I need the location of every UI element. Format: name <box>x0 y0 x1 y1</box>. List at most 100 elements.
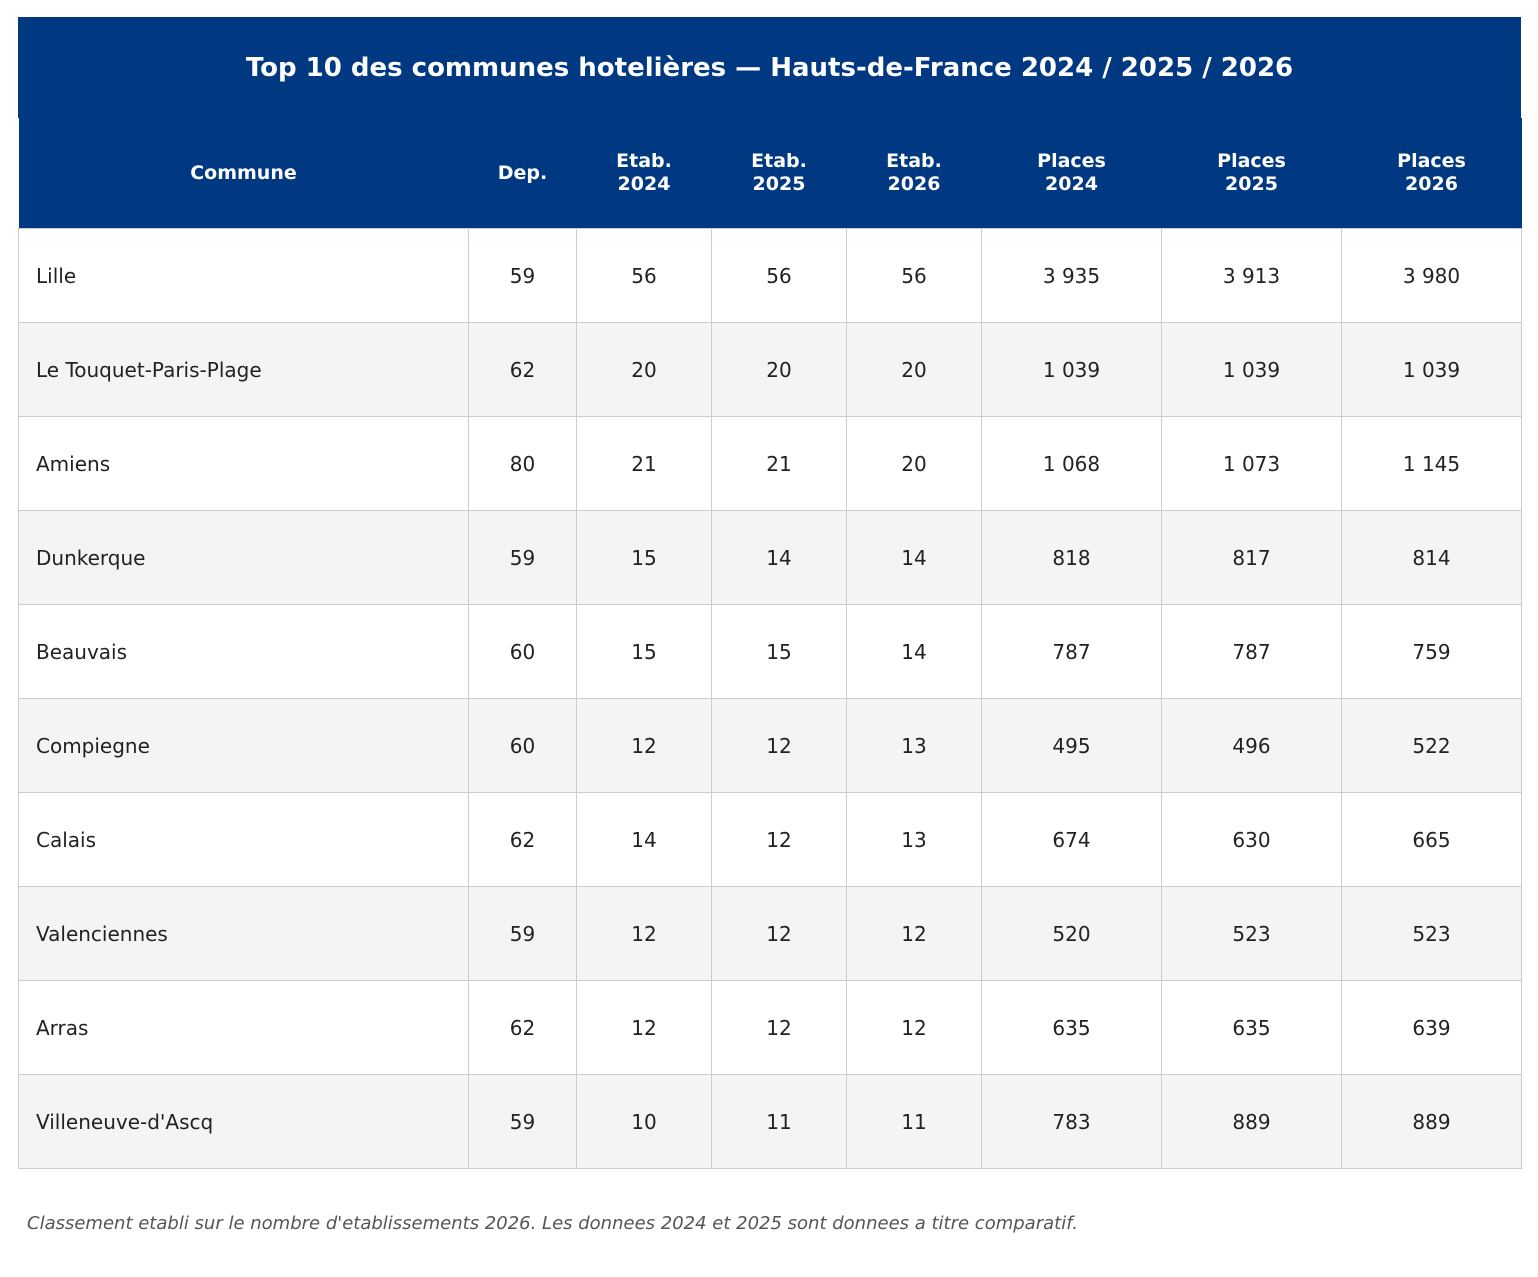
column-header: Places 2024 <box>981 118 1162 229</box>
commune-cell: Calais <box>18 792 469 887</box>
value-cell: 783 <box>981 1074 1162 1169</box>
value-cell: 496 <box>1161 698 1342 793</box>
value-cell: 523 <box>1161 886 1342 981</box>
value-cell: 639 <box>1341 980 1522 1075</box>
value-cell: 759 <box>1341 604 1522 699</box>
value-cell: 787 <box>1161 604 1342 699</box>
value-cell: 15 <box>576 510 712 605</box>
value-cell: 59 <box>468 886 577 981</box>
value-cell: 495 <box>981 698 1162 793</box>
commune-cell: Amiens <box>18 416 469 511</box>
table-row: Le Touquet-Paris-Plage 62 20 20 20 1 039 1 039… <box>18 322 1522 417</box>
value-cell: 674 <box>981 792 1162 887</box>
commune-cell: Valenciennes <box>18 886 469 981</box>
column-header: Etab. 2024 <box>576 118 712 229</box>
value-cell: 635 <box>981 980 1162 1075</box>
value-cell: 13 <box>846 792 982 887</box>
value-cell: 818 <box>981 510 1162 605</box>
value-cell: 59 <box>468 1074 577 1169</box>
value-cell: 3 913 <box>1161 228 1342 323</box>
value-cell: 13 <box>846 698 982 793</box>
table-row: Calais 62 14 12 13 674 630 665 <box>18 792 1522 887</box>
value-cell: 523 <box>1341 886 1522 981</box>
value-cell: 14 <box>711 510 847 605</box>
table-row: Valenciennes 59 12 12 12 520 523 523 <box>18 886 1522 981</box>
value-cell: 1 073 <box>1161 416 1342 511</box>
column-header: Places 2026 <box>1341 118 1522 229</box>
table-title: Top 10 des communes hotelières — Hauts-d… <box>18 17 1521 118</box>
value-cell: 59 <box>468 510 577 605</box>
commune-cell: Lille <box>18 228 469 323</box>
commune-cell: Arras <box>18 980 469 1075</box>
value-cell: 1 039 <box>981 322 1162 417</box>
value-cell: 14 <box>846 604 982 699</box>
value-cell: 10 <box>576 1074 712 1169</box>
value-cell: 62 <box>468 792 577 887</box>
table-body: Lille 59 56 56 56 3 935 3 913 3 980 Le Touquet-P… <box>18 228 1522 1169</box>
value-cell: 80 <box>468 416 577 511</box>
value-cell: 11 <box>846 1074 982 1169</box>
value-cell: 56 <box>576 228 712 323</box>
table-row: Amiens 80 21 21 20 1 068 1 073 1 145 <box>18 416 1522 511</box>
value-cell: 522 <box>1341 698 1522 793</box>
value-cell: 20 <box>711 322 847 417</box>
value-cell: 665 <box>1341 792 1522 887</box>
value-cell: 12 <box>711 980 847 1075</box>
table-row: Compiegne 60 12 12 13 495 496 522 <box>18 698 1522 793</box>
column-header: Etab. 2026 <box>846 118 982 229</box>
value-cell: 14 <box>846 510 982 605</box>
table-row: Arras 62 12 12 12 635 635 639 <box>18 980 1522 1075</box>
column-header: Dep. <box>468 118 577 229</box>
value-cell: 889 <box>1161 1074 1342 1169</box>
value-cell: 12 <box>711 792 847 887</box>
value-cell: 817 <box>1161 510 1342 605</box>
value-cell: 1 039 <box>1161 322 1342 417</box>
value-cell: 787 <box>981 604 1162 699</box>
table-row: Dunkerque 59 15 14 14 818 817 814 <box>18 510 1522 605</box>
value-cell: 12 <box>576 698 712 793</box>
table-container: Top 10 des communes hotelières — Hauts-d… <box>18 17 1522 1169</box>
header-row: Commune Dep. Etab. 2024 Etab. 2025 Etab. 202… <box>18 118 1522 229</box>
value-cell: 1 145 <box>1341 416 1522 511</box>
value-cell: 56 <box>846 228 982 323</box>
value-cell: 14 <box>576 792 712 887</box>
value-cell: 12 <box>576 980 712 1075</box>
table-head: Commune Dep. Etab. 2024 Etab. 2025 Etab. 202… <box>18 118 1522 229</box>
column-header: Places 2025 <box>1161 118 1342 229</box>
value-cell: 15 <box>711 604 847 699</box>
value-cell: 12 <box>576 886 712 981</box>
footnote: Classement etabli sur le nombre d'etabli… <box>27 1213 1078 1234</box>
value-cell: 15 <box>576 604 712 699</box>
value-cell: 12 <box>846 886 982 981</box>
value-cell: 814 <box>1341 510 1522 605</box>
value-cell: 60 <box>468 698 577 793</box>
value-cell: 20 <box>576 322 712 417</box>
commune-cell: Villeneuve-d'Ascq <box>18 1074 469 1169</box>
value-cell: 60 <box>468 604 577 699</box>
table: Commune Dep. Etab. 2024 Etab. 2025 Etab. 202… <box>18 118 1522 1169</box>
value-cell: 21 <box>576 416 712 511</box>
value-cell: 12 <box>711 886 847 981</box>
value-cell: 630 <box>1161 792 1342 887</box>
value-cell: 12 <box>711 698 847 793</box>
value-cell: 12 <box>846 980 982 1075</box>
value-cell: 20 <box>846 416 982 511</box>
table-row: Beauvais 60 15 15 14 787 787 759 <box>18 604 1522 699</box>
value-cell: 3 980 <box>1341 228 1522 323</box>
commune-cell: Beauvais <box>18 604 469 699</box>
commune-cell: Le Touquet-Paris-Plage <box>18 322 469 417</box>
commune-cell: Compiegne <box>18 698 469 793</box>
column-header: Commune <box>18 118 469 229</box>
value-cell: 3 935 <box>981 228 1162 323</box>
value-cell: 21 <box>711 416 847 511</box>
value-cell: 520 <box>981 886 1162 981</box>
value-cell: 11 <box>711 1074 847 1169</box>
value-cell: 62 <box>468 322 577 417</box>
value-cell: 635 <box>1161 980 1342 1075</box>
value-cell: 889 <box>1341 1074 1522 1169</box>
column-header: Etab. 2025 <box>711 118 847 229</box>
value-cell: 59 <box>468 228 577 323</box>
value-cell: 1 039 <box>1341 322 1522 417</box>
